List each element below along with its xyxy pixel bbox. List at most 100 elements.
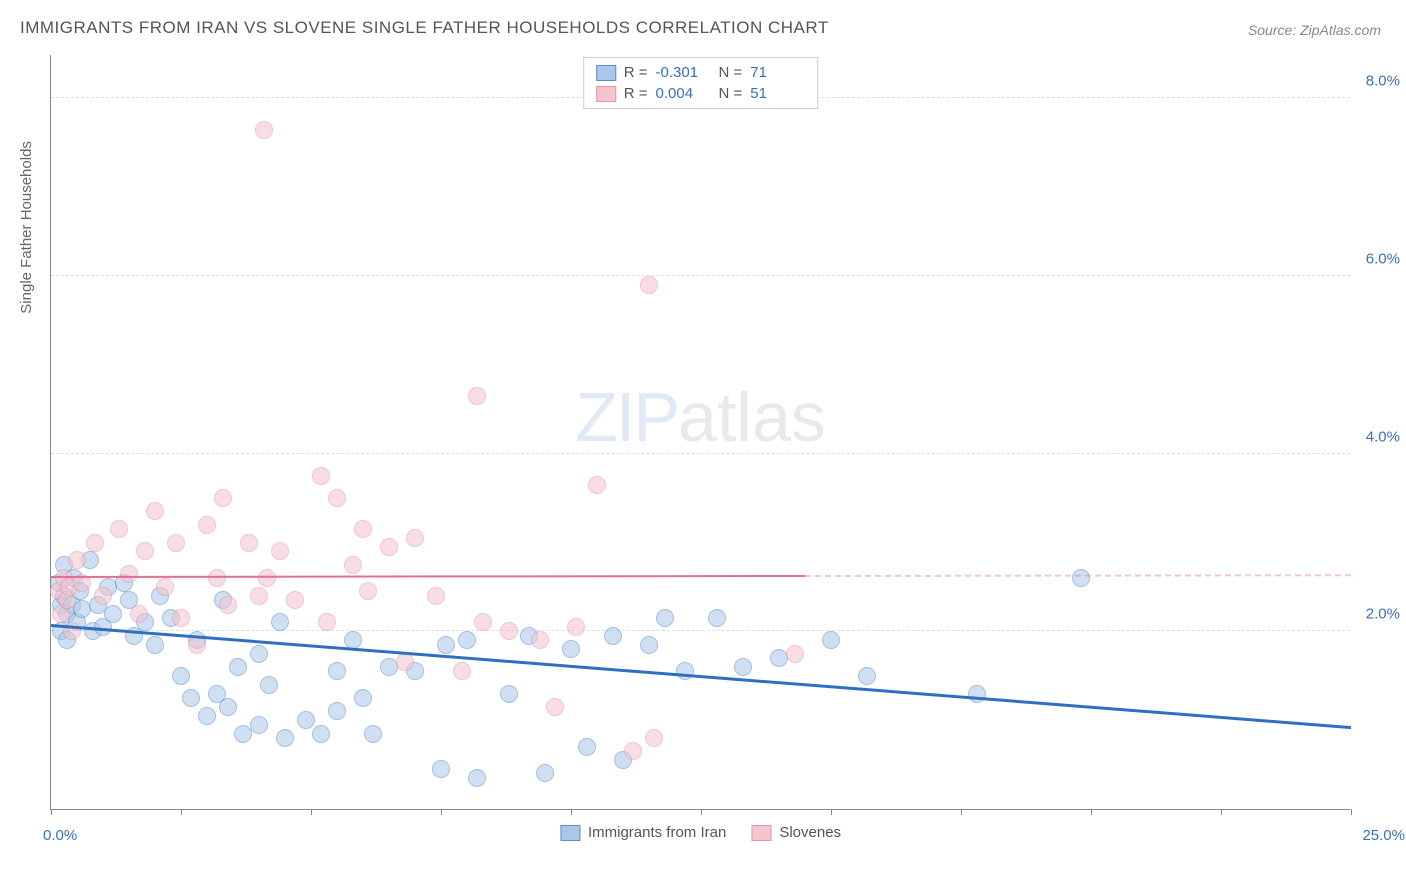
data-point (453, 662, 471, 680)
y-tick-label: 6.0% (1355, 251, 1400, 268)
data-point (364, 725, 382, 743)
data-point (198, 707, 216, 725)
y-tick-label: 8.0% (1355, 73, 1400, 90)
legend-n-label: N = (719, 64, 743, 81)
data-point (172, 667, 190, 685)
trend-line-extrapolated (805, 574, 1351, 577)
trend-line (51, 624, 1351, 729)
gridline (51, 630, 1350, 631)
data-point (578, 738, 596, 756)
data-point (110, 520, 128, 538)
data-point (146, 502, 164, 520)
data-point (567, 618, 585, 636)
data-point (240, 534, 258, 552)
data-point (120, 565, 138, 583)
data-point (271, 542, 289, 560)
data-point (546, 698, 564, 716)
x-tick (701, 809, 702, 815)
data-point (229, 658, 247, 676)
data-point (406, 529, 424, 547)
legend-item: Slovenes (751, 824, 841, 841)
data-point (468, 769, 486, 787)
data-point (250, 645, 268, 663)
data-point (328, 702, 346, 720)
data-point (708, 609, 726, 627)
legend-r-value: -0.301 (656, 64, 711, 81)
legend-r-value: 0.004 (656, 85, 711, 102)
data-point (968, 685, 986, 703)
data-point (250, 587, 268, 605)
trend-line (51, 575, 805, 578)
x-tick (1091, 809, 1092, 815)
legend-swatch (560, 825, 580, 841)
y-tick-label: 4.0% (1355, 428, 1400, 445)
gridline (51, 275, 1350, 276)
x-tick (831, 809, 832, 815)
data-point (286, 591, 304, 609)
data-point (86, 534, 104, 552)
data-point (427, 587, 445, 605)
data-point (474, 613, 492, 631)
data-point (562, 640, 580, 658)
data-point (219, 698, 237, 716)
data-point (500, 622, 518, 640)
data-point (312, 725, 330, 743)
data-point (297, 711, 315, 729)
x-tick (51, 809, 52, 815)
legend-r-label: R = (624, 64, 648, 81)
legend-n-value: 51 (750, 85, 805, 102)
chart-source: Source: ZipAtlas.com (1248, 22, 1381, 38)
x-tick (571, 809, 572, 815)
data-point (1072, 569, 1090, 587)
legend-n-label: N = (719, 85, 743, 102)
data-point (136, 542, 154, 560)
data-point (182, 689, 200, 707)
data-point (822, 631, 840, 649)
data-point (130, 605, 148, 623)
data-point (380, 538, 398, 556)
data-point (354, 689, 372, 707)
data-point (250, 716, 268, 734)
data-point (198, 516, 216, 534)
x-max-label: 25.0% (1362, 827, 1405, 844)
x-tick (1351, 809, 1352, 815)
data-point (146, 636, 164, 654)
data-point (624, 742, 642, 760)
data-point (219, 596, 237, 614)
watermark-zip: ZIP (575, 378, 678, 456)
data-point (260, 676, 278, 694)
gridline (51, 453, 1350, 454)
data-point (258, 569, 276, 587)
chart-title: IMMIGRANTS FROM IRAN VS SLOVENE SINGLE F… (20, 18, 829, 38)
legend-swatch (596, 65, 616, 81)
legend-n-value: 71 (750, 64, 805, 81)
data-point (68, 551, 86, 569)
x-tick (181, 809, 182, 815)
plot-area: ZIPatlas R =-0.301N =71R =0.004N =51 Imm… (50, 55, 1350, 810)
data-point (312, 467, 330, 485)
data-point (531, 631, 549, 649)
data-point (645, 729, 663, 747)
legend-row: R = 0.004 N = 51 (596, 83, 806, 104)
series-legend: Immigrants from Iran Slovenes (560, 824, 841, 841)
data-point (328, 489, 346, 507)
data-point (354, 520, 372, 538)
data-point (276, 729, 294, 747)
data-point (640, 276, 658, 294)
watermark-atlas: atlas (678, 378, 826, 456)
legend-r-label: R = (624, 85, 648, 102)
x-tick (441, 809, 442, 815)
data-point (271, 613, 289, 631)
data-point (396, 653, 414, 671)
legend-swatch (751, 825, 771, 841)
x-tick (311, 809, 312, 815)
data-point (676, 662, 694, 680)
data-point (858, 667, 876, 685)
data-point (588, 476, 606, 494)
data-point (432, 760, 450, 778)
data-point (359, 582, 377, 600)
data-point (214, 489, 232, 507)
legend-label: Slovenes (779, 824, 841, 841)
data-point (786, 645, 804, 663)
legend-item: Immigrants from Iran (560, 824, 726, 841)
